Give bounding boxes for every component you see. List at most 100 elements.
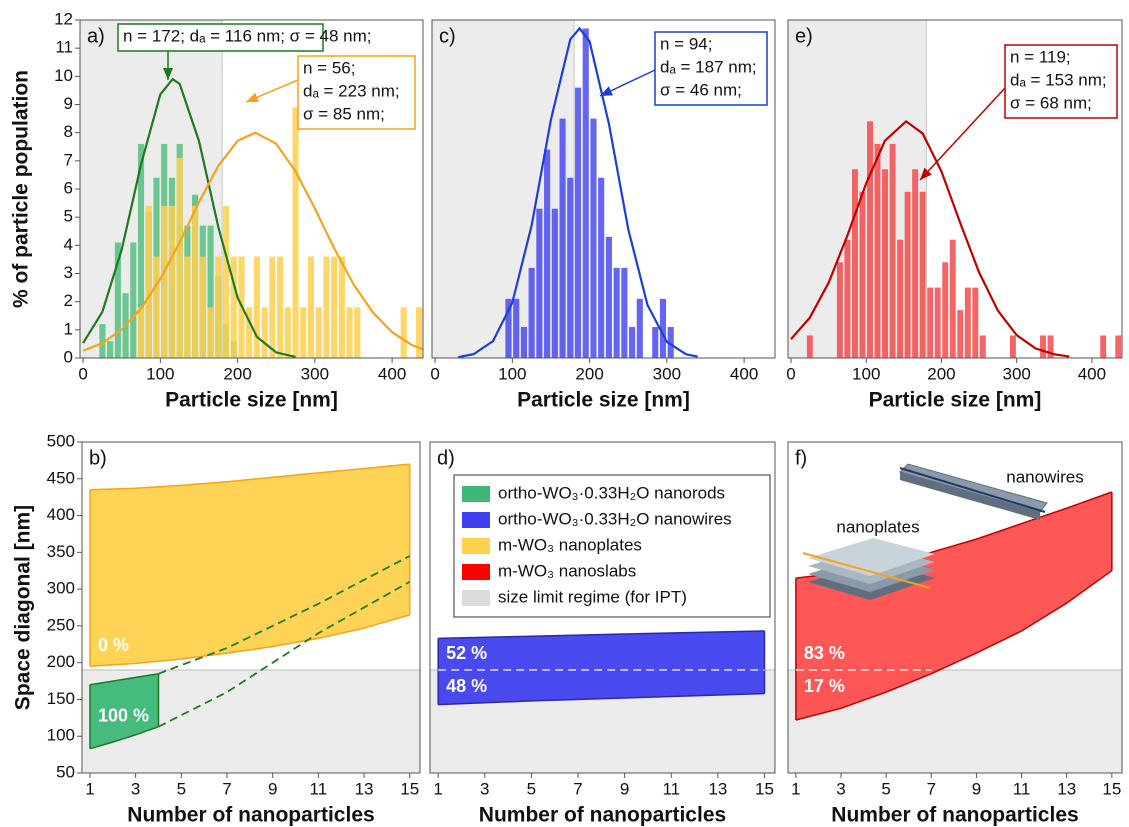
- histogram-bar: [567, 177, 574, 358]
- histogram-bar: [536, 208, 543, 358]
- histogram-bar: [1040, 335, 1046, 358]
- x-tick-label: 11: [1013, 779, 1031, 798]
- histogram-bar: [222, 205, 230, 358]
- band-upper-edge: [89, 463, 410, 491]
- histogram-bar: [346, 307, 353, 358]
- x-tick-label: 7: [573, 779, 582, 798]
- band-area: [90, 673, 159, 749]
- histogram-bar: [629, 327, 636, 358]
- annotation-box: [297, 55, 416, 130]
- percent-label: 17 %: [804, 676, 845, 696]
- histogram-bar: [416, 307, 423, 358]
- histogram-bar: [582, 28, 589, 358]
- percent-label: 100 %: [98, 705, 149, 725]
- histogram-bar: [605, 236, 612, 358]
- plot-frame: [787, 19, 1123, 359]
- y-tick-label: 100: [47, 726, 75, 745]
- band-area: [795, 492, 1112, 720]
- histogram-bar: [145, 205, 152, 358]
- histogram-bar: [559, 118, 566, 358]
- histogram-bar: [1115, 335, 1122, 358]
- x-tick-label: 3: [131, 779, 140, 798]
- y-tick-label: 150: [47, 689, 75, 708]
- histogram-bar: [199, 256, 206, 358]
- plot-frame: [431, 19, 776, 359]
- x-tick-label: 0: [430, 364, 439, 383]
- histogram-bar: [942, 262, 949, 358]
- histogram-bar: [598, 177, 605, 358]
- histogram-bar: [354, 307, 361, 358]
- legend-label: m-WO₃ nanoslabs: [498, 561, 636, 580]
- histogram-bar: [979, 335, 986, 358]
- histogram-bar: [867, 121, 873, 359]
- histogram-bar: [551, 208, 558, 358]
- panel-label: a): [87, 25, 105, 47]
- band-lower-edge: [795, 570, 1113, 721]
- x-tick-label: 9: [620, 779, 629, 798]
- x-tick-label: 15: [1102, 779, 1121, 798]
- x-tick-label: 13: [708, 779, 727, 798]
- x-tick-label: 15: [400, 779, 419, 798]
- histogram-bar: [176, 158, 183, 358]
- x-axis-title: Particle size [nm]: [869, 389, 1042, 412]
- x-tick-label: 400: [1078, 364, 1106, 383]
- fit-curve: [82, 77, 296, 358]
- y-tick-label: 200: [47, 652, 75, 671]
- y-tick-label: 7: [64, 150, 73, 169]
- annotation-text: dₐ = 187 nm;: [660, 57, 757, 76]
- histogram-bar: [130, 242, 137, 358]
- histogram-bar: [315, 307, 322, 358]
- y-tick-label: 2: [64, 291, 73, 310]
- histogram-bar: [400, 307, 407, 358]
- histogram-bar: [859, 191, 866, 358]
- histogram-bar: [528, 267, 535, 358]
- x-axis-title: Number of nanoparticles: [831, 804, 1078, 827]
- histogram-bar: [934, 287, 941, 358]
- plot-frame: [81, 441, 421, 774]
- band-upper-edge: [89, 672, 159, 686]
- band-area: [90, 464, 410, 667]
- percent-label: 0 %: [98, 635, 129, 655]
- panel-label: c): [439, 25, 456, 47]
- x-tick-label: 200: [575, 364, 603, 383]
- histogram-bar: [919, 191, 926, 358]
- fit-curve: [790, 119, 1070, 358]
- percent-label: 52 %: [446, 643, 487, 663]
- annotation-text: n = 172; dₐ = 116 nm; σ = 48 nm;: [123, 26, 372, 45]
- histogram-bar: [184, 256, 191, 358]
- band-upper-edge: [438, 630, 765, 640]
- y-tick-label: 11: [55, 38, 73, 57]
- x-tick-label: 400: [378, 364, 406, 383]
- histogram-bar: [246, 307, 253, 358]
- y-tick-label: 4: [64, 235, 73, 254]
- wire-diagonal: [899, 467, 1046, 513]
- inset-label: nanowires: [1006, 467, 1084, 486]
- x-tick-label: 11: [310, 779, 328, 798]
- x-tick-label: 100: [852, 364, 880, 383]
- x-tick-label: 300: [653, 364, 681, 383]
- x-tick-label: 300: [301, 364, 329, 383]
- x-tick-label: 200: [927, 364, 955, 383]
- x-tick-label: 1: [85, 779, 94, 798]
- x-tick-label: 200: [223, 364, 251, 383]
- x-tick-label: 100: [146, 364, 174, 383]
- x-tick-label: 0: [786, 364, 795, 383]
- band-lower-edge: [89, 725, 159, 750]
- x-tick-label: 5: [177, 779, 186, 798]
- histogram-bar: [338, 256, 345, 358]
- histogram-bar: [153, 256, 160, 358]
- histogram-bar: [574, 87, 582, 358]
- histogram-bar: [544, 149, 551, 358]
- annotation-arrow: [919, 87, 1006, 181]
- legend-swatch: [462, 590, 490, 606]
- histogram-bar: [253, 256, 260, 358]
- wire-rod: [900, 472, 1040, 520]
- y-tick-label: 250: [47, 615, 75, 634]
- histogram-bar: [912, 169, 919, 358]
- histogram-bar: [505, 298, 512, 358]
- histogram-bar: [207, 307, 214, 358]
- x-tick-label: 9: [972, 779, 981, 798]
- legend-swatch: [462, 538, 490, 554]
- y-axis-title: % of particle population: [10, 70, 33, 308]
- inset-sketches: nanoplates nanowires: [802, 463, 1084, 600]
